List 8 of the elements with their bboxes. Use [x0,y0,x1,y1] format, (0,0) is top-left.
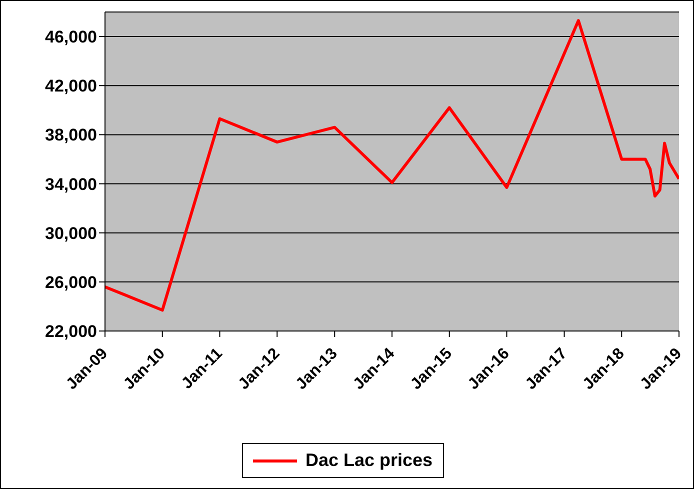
y-tick-label: 22,000 [45,322,97,342]
y-tick-label: 34,000 [45,174,97,194]
legend-label: Dac Lac prices [305,450,433,471]
y-tick-label: 30,000 [45,224,97,243]
y-tick-label: 46,000 [45,28,97,47]
y-tick-label: 26,000 [45,272,97,292]
y-tick-label: 42,000 [45,76,97,96]
y-tick-label: 38,000 [45,126,97,145]
